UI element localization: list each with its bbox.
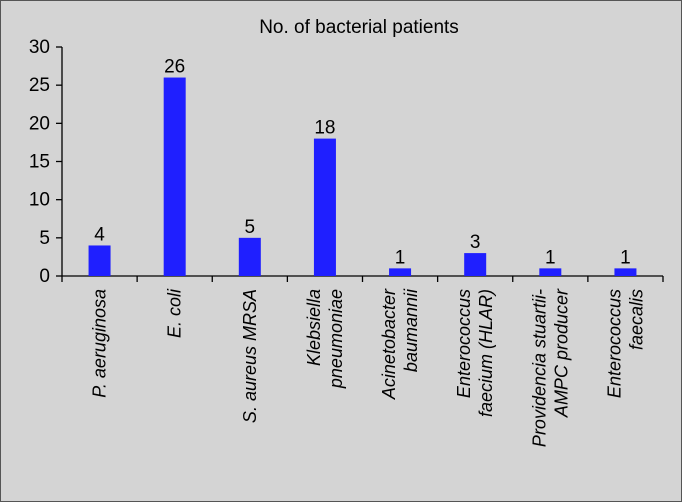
x-tick-label: faecium (HLAR)	[476, 289, 496, 417]
x-tick-label: baumannii	[401, 288, 421, 372]
x-tick-label: pneumoniae	[326, 289, 346, 389]
y-tick-label: 20	[29, 113, 50, 134]
x-tick-label: S. aureus MRSA	[240, 289, 260, 423]
x-tick-label: Klebsiella	[304, 289, 324, 366]
y-tick-label: 10	[29, 190, 50, 211]
bar	[464, 253, 487, 276]
bar	[539, 268, 562, 276]
data-label: 3	[470, 232, 481, 253]
x-tick-label: faecalis	[626, 289, 646, 350]
y-tick-label: 15	[29, 152, 50, 173]
data-label: 1	[395, 247, 406, 268]
x-tick-label: P. aeruginosa	[90, 289, 110, 398]
bars	[88, 77, 637, 277]
labels: 4 P. aeruginosa 26 E. coli 5 S. aureus MRSA 18…	[90, 57, 647, 448]
bar	[163, 77, 186, 277]
x-tick-label: Enterococcus	[604, 289, 624, 398]
data-label: 1	[545, 247, 556, 268]
data-label: 5	[245, 217, 256, 238]
bar	[88, 245, 111, 276]
y-tick-label: 0	[39, 266, 50, 287]
bar	[313, 138, 336, 276]
x-tick-label: AMPC producer	[551, 288, 571, 418]
x-tick-label: Enterococcus	[454, 289, 474, 398]
x-tick-label: Providencia stuartii-	[529, 289, 549, 447]
data-label: 4	[94, 224, 105, 245]
y-tick-label: 5	[39, 228, 50, 249]
x-tick-label: E. coli	[165, 288, 185, 338]
data-label: 1	[620, 247, 631, 268]
y-tick-label: 30	[29, 37, 50, 58]
bar	[614, 268, 637, 276]
y-tick-label: 25	[29, 75, 50, 96]
data-label: 18	[314, 118, 335, 139]
chart-title: No. of bacterial patients	[259, 17, 459, 38]
x-tick-label: Acinetobacter	[379, 288, 399, 400]
bar	[389, 268, 412, 276]
bar	[238, 237, 261, 276]
data-label: 26	[164, 57, 185, 78]
